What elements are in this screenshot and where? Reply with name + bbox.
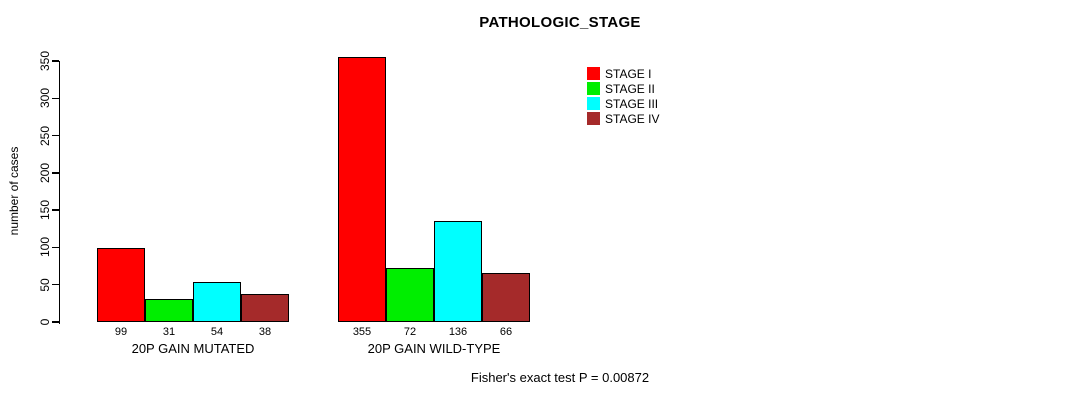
bar-value-label: 355 [352, 326, 372, 338]
legend-item-stage-iv: STAGE IV [587, 111, 659, 126]
y-axis-tick [51, 246, 59, 249]
legend-item-stage-i: STAGE I [587, 66, 659, 81]
bar-stage-i-20p-gain-mutated [97, 248, 145, 322]
legend-label: STAGE IV [605, 111, 660, 126]
y-axis-line [58, 61, 60, 324]
bar-stage-ii-20p-gain-mutated [145, 298, 193, 322]
y-axis-tick [51, 172, 59, 174]
y-axis-tick [51, 134, 59, 137]
y-axis-tick-label: 300 [38, 88, 52, 109]
x-category-label: 20P GAIN MUTATED [131, 341, 255, 356]
bar-stage-iv-20p-gain-mutated [241, 293, 289, 322]
bar-stage-ii-20p-gain-wild-type [386, 268, 434, 322]
y-axis-tick-label: 0 [38, 318, 52, 326]
legend-color-swatch [587, 82, 600, 95]
bar-stage-iii-20p-gain-mutated [193, 281, 241, 322]
bar-stage-iii-20p-gain-wild-type [434, 220, 482, 322]
legend-label: STAGE I [605, 66, 652, 81]
legend-item-stage-ii: STAGE II [587, 81, 659, 96]
bar-value-label: 136 [448, 326, 468, 338]
y-axis-tick [51, 321, 59, 323]
y-axis-tick [51, 283, 59, 286]
y-axis-tick [51, 209, 59, 211]
chart-title: PATHOLOGIC_STAGE [479, 14, 641, 31]
legend-label: STAGE III [605, 96, 659, 111]
y-axis-tick-label: 150 [38, 200, 52, 221]
y-axis-tick [51, 60, 59, 62]
y-axis-tick-label: 250 [38, 125, 52, 146]
y-axis-tick-label: 350 [38, 50, 52, 72]
bar-value-label: 54 [210, 326, 224, 338]
y-axis-tick-label: 50 [38, 278, 52, 292]
legend: STAGE I STAGE II STAGE III STAGE IV [587, 66, 659, 126]
annotation-text: Fisher's exact test P = 0.00872 [470, 370, 650, 385]
bar-value-label: 31 [162, 326, 176, 338]
bar-value-label: 72 [403, 326, 417, 338]
y-axis-tick-label: 100 [38, 237, 52, 258]
y-axis-tick-label: 200 [38, 162, 52, 183]
bar-value-label: 38 [258, 326, 272, 338]
x-category-label: 20P GAIN WILD-TYPE [367, 341, 501, 356]
y-axis-label: number of cases [7, 146, 21, 236]
bar-value-label: 66 [499, 326, 513, 338]
legend-label: STAGE II [605, 81, 655, 96]
bar-stage-iv-20p-gain-wild-type [482, 272, 530, 322]
legend-item-stage-iii: STAGE III [587, 96, 659, 111]
y-axis-tick [51, 97, 59, 100]
bar-stage-i-20p-gain-wild-type [338, 57, 386, 322]
legend-color-swatch [587, 112, 600, 125]
legend-color-swatch [587, 67, 600, 80]
legend-color-swatch [587, 97, 600, 110]
bar-value-label: 99 [114, 326, 128, 338]
